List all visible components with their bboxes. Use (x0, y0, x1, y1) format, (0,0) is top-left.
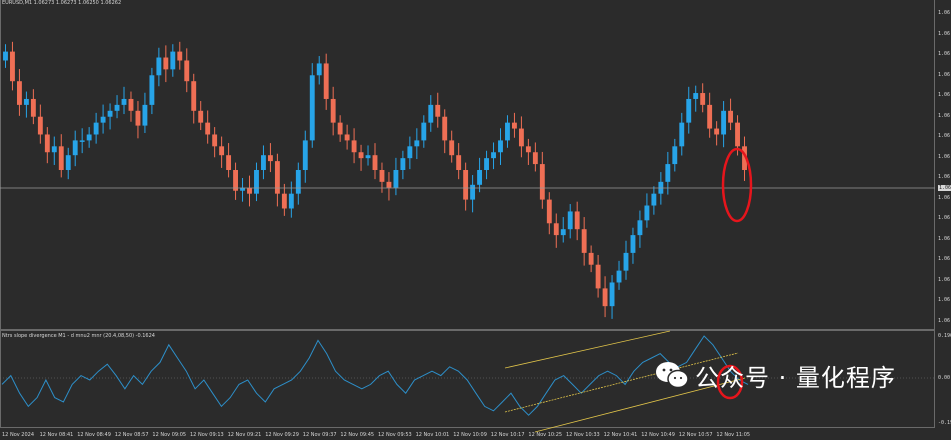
price-chart-panel[interactable] (0, 0, 935, 330)
indicator-header: Ntrs slope divergence M1 - d mnu2 mnr (2… (2, 333, 155, 339)
price-tick-label: 1.06 (938, 30, 951, 37)
price-tick-label: 1.06 (938, 51, 951, 57)
wechat-logo-icon (655, 360, 689, 390)
time-tick-label: 12 Nov 11:05 (716, 432, 751, 438)
time-tick-label: 12 Nov 09:45 (340, 432, 375, 438)
price-tick-label: 1.06 (938, 235, 951, 242)
time-tick-label: 12 Nov 09:05 (152, 432, 187, 438)
price-tick-label: 1.06 (938, 174, 951, 180)
price-tick-label: 1.06 (938, 133, 951, 139)
price-tick-label: 1.06 (938, 194, 951, 201)
chart-symbol-header: EURUSD,M1 1.06273 1.06273 1.06250 1.0626… (2, 0, 122, 6)
price-tick-label: 1.06 (938, 112, 951, 119)
time-tick-label: 12 Nov 09:53 (378, 432, 412, 438)
time-tick-label: 12 Nov 08:49 (77, 432, 111, 438)
price-tick-label: 1.06 (938, 153, 951, 160)
time-tick-label: 12 Nov 09:21 (227, 432, 262, 438)
price-tick-label: 1.06 (938, 10, 951, 16)
price-tick-label: 1.06 (938, 297, 951, 303)
time-tick-label: 12 Nov 10:33 (566, 432, 600, 438)
time-tick-label: 12 Nov 09:13 (190, 432, 224, 438)
price-tick-label: 1.06 (938, 92, 951, 98)
price-tick-label: 1.06 (938, 256, 951, 262)
time-tick-label: 12 Nov 10:09 (453, 432, 487, 438)
time-tick-label: 12 Nov 09:37 (302, 432, 337, 438)
time-tick-label: 12 Nov 10:17 (490, 432, 525, 438)
indicator-tick-label: 0.00 (938, 375, 951, 381)
indicator-tick-label: 0.196 (938, 333, 951, 339)
price-tick-label: 1.06 (938, 215, 951, 221)
time-tick-label: 12 Nov 08:41 (39, 432, 74, 438)
current-price-label: 1.06 (938, 185, 951, 191)
watermark-text: 公众号 · 量化程序 (695, 363, 896, 392)
price-tick-label: 1.06 (938, 276, 951, 283)
price-scale[interactable] (935, 0, 951, 430)
time-tick-label: 12 Nov 2024 (2, 432, 35, 438)
time-tick-label: 12 Nov 10:49 (641, 432, 675, 438)
price-tick-label: 1.06 (938, 71, 951, 78)
time-tick-label: 12 Nov 09:29 (265, 432, 299, 438)
price-tick-label: 1.06 (938, 317, 951, 324)
time-tick-label: 12 Nov 08:57 (114, 432, 149, 438)
time-tick-label: 12 Nov 10:41 (603, 432, 638, 438)
wechat-watermark: 公众号 · 量化程序 (655, 356, 896, 394)
time-tick-label: 12 Nov 10:01 (415, 432, 450, 438)
time-tick-label: 12 Nov 10:25 (528, 432, 563, 438)
time-tick-label: 12 Nov 10:57 (678, 432, 713, 438)
indicator-tick-label: -0.196 (938, 420, 951, 426)
